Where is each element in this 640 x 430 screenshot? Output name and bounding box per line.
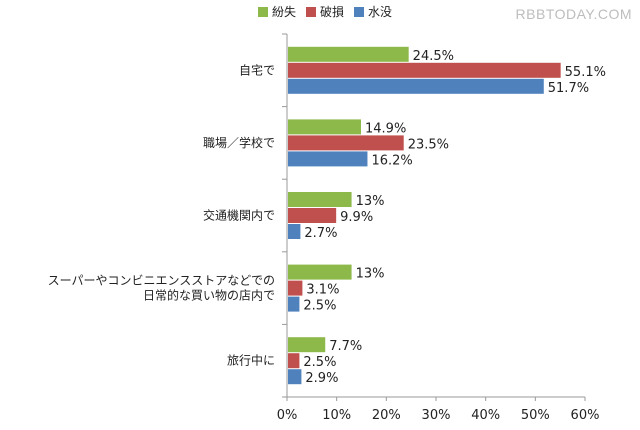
bar <box>288 135 404 151</box>
x-tick-label: 50% <box>521 408 550 423</box>
legend-item-lost: 紛失 <box>258 3 296 20</box>
bar <box>288 264 352 280</box>
bar <box>288 151 368 167</box>
legend-label-broken: 破損 <box>320 5 345 19</box>
bar <box>288 119 362 135</box>
bar <box>288 78 544 94</box>
x-tick-label: 10% <box>322 408 351 423</box>
bar <box>288 192 352 207</box>
legend-swatch-broken <box>306 6 317 17</box>
bar <box>288 296 300 312</box>
x-tick-label: 60% <box>571 408 600 423</box>
legend-label-lost: 紛失 <box>272 5 297 19</box>
category-label: 日常的な買い物の店内で <box>143 288 275 303</box>
bar <box>288 337 326 353</box>
data-label: 9.9% <box>340 210 373 225</box>
data-label: 14.9% <box>365 121 406 136</box>
data-label: 13% <box>356 194 385 209</box>
data-label: 2.7% <box>304 226 337 241</box>
x-tick-label: 40% <box>471 408 500 423</box>
bar <box>288 280 303 296</box>
bar <box>288 62 561 78</box>
data-label: 24.5% <box>413 49 454 64</box>
x-tick-label: 30% <box>422 408 451 423</box>
x-tick-label: 0% <box>277 408 298 423</box>
bar <box>288 369 302 385</box>
data-label: 55.1% <box>565 65 606 80</box>
category-label: 自宅で <box>239 62 275 77</box>
x-tick-label: 20% <box>372 408 401 423</box>
data-label: 23.5% <box>408 137 449 152</box>
data-label: 2.9% <box>305 371 338 386</box>
data-label: 16.2% <box>371 153 412 168</box>
category-label: スーパーやコンビニエンスストアなどでの <box>48 274 275 288</box>
bar <box>288 224 301 239</box>
category-label: 職場／学校で <box>203 135 275 150</box>
legend-item-submerged: 水没 <box>354 3 392 20</box>
bar <box>288 208 337 223</box>
legend-swatch-submerged <box>354 6 365 17</box>
watermark: RBBTODAY.COM <box>515 6 632 22</box>
data-label: 2.5% <box>303 355 336 370</box>
legend: 紛失 破損 水没 <box>258 3 392 20</box>
legend-item-broken: 破損 <box>306 3 344 20</box>
data-label: 3.1% <box>306 283 339 298</box>
data-label: 7.7% <box>329 339 362 354</box>
legend-swatch-lost <box>258 6 268 17</box>
category-label: 交通機関内で <box>203 208 275 223</box>
bar <box>288 353 300 369</box>
bar <box>288 46 409 62</box>
data-label: 2.5% <box>303 299 336 314</box>
data-label: 13% <box>356 267 385 282</box>
category-label: 旅行中に <box>227 353 275 368</box>
data-label: 51.7% <box>548 81 589 96</box>
legend-label-submerged: 水没 <box>368 5 393 19</box>
